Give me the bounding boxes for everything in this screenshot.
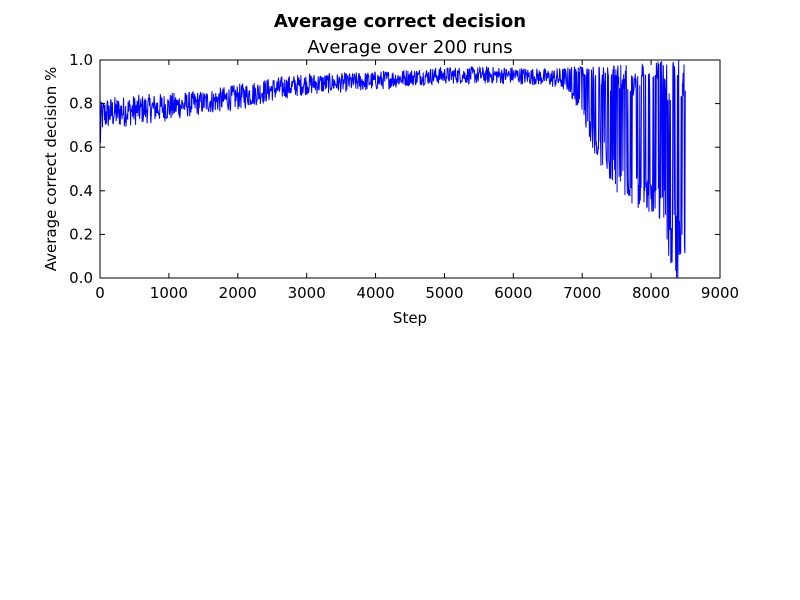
x-tick-label: 8000 (632, 284, 670, 302)
x-tick-label: 6000 (494, 284, 532, 302)
plot-area (99, 59, 721, 279)
x-tick-label: 7000 (563, 284, 601, 302)
y-tick-label: 0.8 (69, 95, 93, 113)
x-tick-label: 3000 (288, 284, 326, 302)
y-tick-label: 0.2 (69, 225, 93, 243)
y-tick-label: 1.0 (69, 51, 93, 69)
chart-title: Average over 200 runs (307, 37, 512, 58)
x-tick-label: 2000 (219, 284, 257, 302)
x-tick-label: 9000 (701, 284, 739, 302)
series-line (100, 60, 686, 278)
y-tick-label: 0.4 (69, 182, 93, 200)
y-tick-label: 0.6 (69, 138, 93, 156)
x-axis-label: Step (393, 309, 427, 327)
axes-frame (99, 59, 721, 279)
x-tick-label: 4000 (356, 284, 394, 302)
y-tick-label: 0.0 (69, 269, 93, 287)
x-tick-label: 1000 (150, 284, 188, 302)
chart-suptitle: Average correct decision (274, 11, 526, 32)
x-tick-label: 0 (95, 284, 105, 302)
y-axis-ticks: 0.0 0.2 0.4 0.6 0.8 1.0 (69, 51, 720, 287)
y-axis-label: Average correct decision % (42, 67, 60, 272)
x-axis-ticks: 0 1000 2000 3000 4000 5000 6000 7000 8000 9000 (95, 60, 739, 302)
x-tick-label: 5000 (425, 284, 463, 302)
series-layer (100, 60, 686, 278)
